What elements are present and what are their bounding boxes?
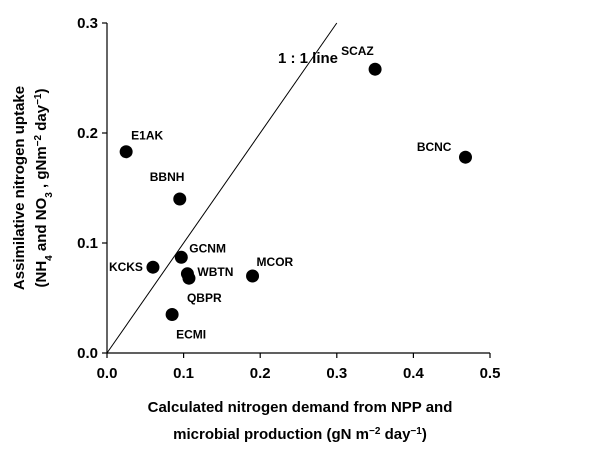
point-label: ECMI xyxy=(176,328,206,342)
x-axis-label: microbial production (gN m−2 day−1) xyxy=(173,426,427,444)
point xyxy=(182,271,196,285)
y-tick-label: 0.3 xyxy=(77,15,98,32)
point-label: E1AK xyxy=(131,129,163,143)
point-label: BCNC xyxy=(417,140,452,154)
x-axis-label-part: −2 xyxy=(369,426,381,437)
point-label: SCAZ xyxy=(341,44,374,58)
y-tick-label: 0.2 xyxy=(77,125,98,142)
y-axis-label-part: Assimilative nitrogen uptake xyxy=(11,86,28,290)
point-label: GCNM xyxy=(189,241,226,255)
x-tick-label: 0.0 xyxy=(97,365,118,382)
y-axis-label-part: day xyxy=(33,104,50,135)
x-axis-label-part: ) xyxy=(422,426,427,443)
point-label: WBTN xyxy=(197,265,233,279)
x-axis-label-part: −1 xyxy=(410,426,422,437)
y-axis-label-part: 4 xyxy=(44,255,55,261)
y-axis-label-part: , gNm xyxy=(33,146,50,192)
point-label: MCOR xyxy=(257,255,294,269)
x-tick-label: 0.2 xyxy=(250,365,271,382)
x-axis-label-part: microbial production (gN m xyxy=(173,426,369,443)
point xyxy=(368,62,382,76)
x-axis-label-part: Calculated nitrogen demand from NPP and xyxy=(148,399,453,416)
x-tick-label: 0.4 xyxy=(403,365,425,382)
point xyxy=(246,269,260,283)
point-label: QBPR xyxy=(187,291,222,305)
point-label: KCKS xyxy=(109,260,143,274)
y-tick-label: 0.0 xyxy=(77,345,98,362)
y-axis-label-part: (NH xyxy=(33,261,50,288)
point xyxy=(165,308,179,321)
point xyxy=(119,145,133,159)
x-tick-label: 0.3 xyxy=(326,365,347,382)
y-axis-label-part: −2 xyxy=(33,134,44,146)
point xyxy=(146,260,160,274)
y-axis-label: Assimilative nitrogen uptake xyxy=(11,86,28,290)
y-axis-label: (NH4 and NO3 , gNm−2 day−1) xyxy=(33,89,55,288)
point-label: BBNH xyxy=(150,170,185,184)
point xyxy=(174,250,188,264)
one-to-one-line xyxy=(106,22,338,354)
x-axis-label: Calculated nitrogen demand from NPP and xyxy=(148,399,453,416)
y-axis-label-part: −1 xyxy=(33,93,44,105)
x-tick-label: 0.1 xyxy=(173,365,194,382)
y-axis-label-part: and NO xyxy=(33,197,50,255)
y-axis-label-part: ) xyxy=(33,89,50,94)
point xyxy=(173,192,187,206)
annotation: 1 : 1 line xyxy=(278,50,338,67)
x-axis-label-part: day xyxy=(380,426,411,443)
point xyxy=(458,150,472,164)
x-tick-label: 0.5 xyxy=(480,365,501,382)
y-tick-label: 0.1 xyxy=(77,235,98,252)
y-axis-label-part: 3 xyxy=(44,192,55,198)
